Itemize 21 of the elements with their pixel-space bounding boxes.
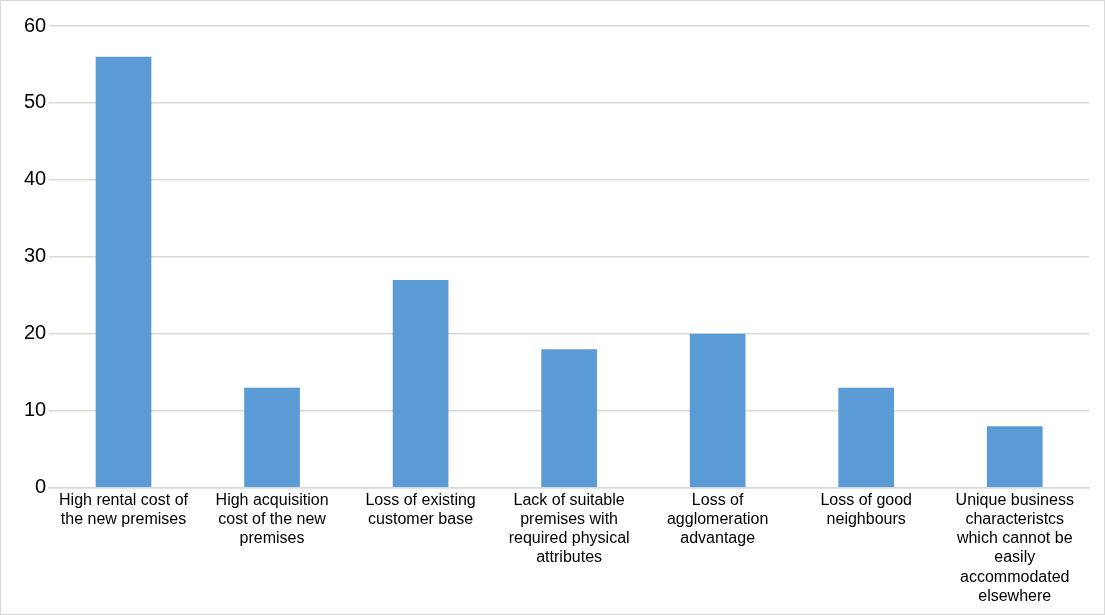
bar: [244, 387, 300, 488]
bar: [986, 426, 1043, 488]
x-tick-label: Lack of suitable premises with required physical attributes: [508, 490, 630, 566]
x-tick-label: Loss of existing customer base: [365, 490, 476, 528]
bar: [689, 333, 746, 488]
y-tick-label: 60: [24, 13, 47, 36]
bar: [95, 56, 152, 488]
y-tick-label: 30: [24, 244, 47, 267]
y-tick-label: 10: [24, 398, 47, 421]
y-tick-label: 40: [24, 167, 47, 190]
bar: [541, 349, 597, 488]
x-tick-label: High rental cost of the new premises: [59, 490, 189, 528]
bar: [838, 387, 895, 488]
x-tick-label: Loss of agglomeration advantage: [666, 490, 769, 547]
bar: [392, 279, 449, 488]
y-tick-label: 20: [24, 321, 47, 344]
x-tick-label: Unique business characteristcs which cannot be easily accommodated elsewhere: [955, 490, 1074, 604]
y-tick-label: 0: [35, 475, 47, 498]
x-tick-label: High acquisition cost of the new premises: [215, 490, 329, 547]
x-tick-label: Loss of good neighbours: [820, 490, 913, 528]
y-tick-label: 50: [24, 90, 47, 113]
